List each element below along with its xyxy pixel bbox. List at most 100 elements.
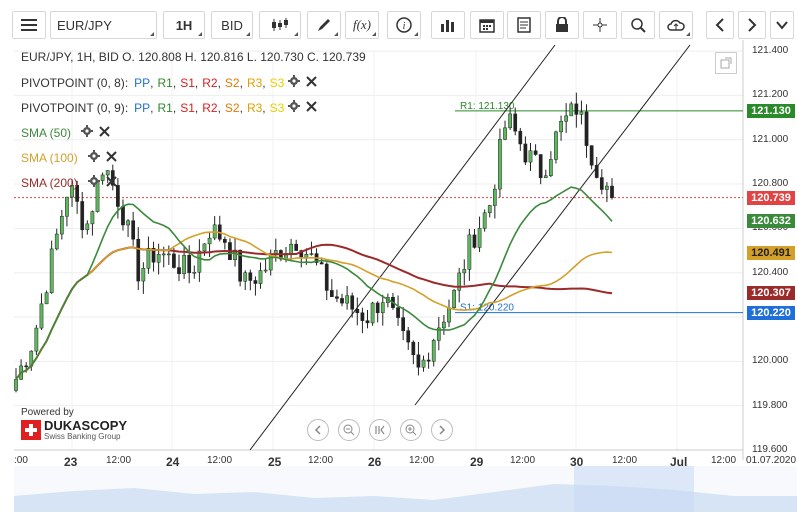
powered-by: Powered by DUKASCOPY Swiss Banking Group bbox=[21, 407, 127, 441]
cloud-upload-icon bbox=[667, 19, 685, 31]
candle-body bbox=[380, 302, 385, 314]
candle-body bbox=[34, 327, 39, 352]
hamburger-icon bbox=[21, 19, 37, 31]
settings-gear-icon bbox=[87, 150, 100, 162]
price-label-s1: 120.220 bbox=[747, 305, 795, 320]
symbol-selector[interactable]: EUR/JPY bbox=[50, 11, 157, 39]
candle-body bbox=[319, 262, 324, 265]
indicators-button[interactable]: f(x) bbox=[345, 11, 379, 39]
toolbar: EUR/JPY 1H BID f(x) i bbox=[0, 0, 797, 50]
sma200-line bbox=[15, 243, 613, 380]
candle-body bbox=[187, 254, 192, 274]
x-tick-label: 12:00 bbox=[106, 455, 132, 466]
nav-zoom-in-button[interactable] bbox=[400, 419, 422, 441]
share-button[interactable] bbox=[659, 11, 693, 39]
candle-body bbox=[599, 177, 604, 190]
indicator-settings-button[interactable] bbox=[77, 125, 94, 140]
nav-right-button[interactable] bbox=[431, 419, 453, 441]
candle-body bbox=[294, 243, 299, 251]
candle-body bbox=[360, 312, 365, 321]
candle-body bbox=[14, 379, 18, 391]
lock-icon bbox=[556, 17, 568, 32]
candle-body bbox=[177, 267, 181, 274]
indicator-name: PIVOTPOINT (0, 8) bbox=[21, 75, 125, 90]
indicator-settings-button[interactable] bbox=[84, 175, 100, 190]
indicator-remove-button[interactable] bbox=[102, 150, 117, 165]
chevron-left-icon bbox=[715, 18, 724, 32]
pivot-param: R3 bbox=[246, 75, 263, 90]
candle-body bbox=[136, 238, 141, 282]
indicator-remove-button[interactable] bbox=[302, 100, 318, 115]
x-tick-label: 24 bbox=[166, 455, 180, 469]
candle-body bbox=[569, 103, 574, 117]
candle-body bbox=[309, 253, 314, 255]
candle-body bbox=[202, 243, 207, 252]
x-tick-label: 12:00 bbox=[207, 455, 233, 466]
nav-left-button[interactable] bbox=[307, 419, 329, 441]
navigator-strip[interactable] bbox=[14, 466, 797, 512]
expand-button[interactable] bbox=[770, 11, 794, 39]
indicator-settings-button[interactable] bbox=[284, 75, 301, 90]
candle-body bbox=[85, 223, 90, 231]
candle-body bbox=[49, 248, 54, 293]
sma100-line bbox=[15, 231, 613, 380]
indicator-remove-button[interactable] bbox=[302, 75, 318, 90]
indicator-legend: SMA (200) bbox=[21, 175, 119, 190]
price-type-selector[interactable]: BID bbox=[211, 11, 253, 39]
candle-body bbox=[192, 271, 197, 274]
x-tick-label: :00 bbox=[14, 455, 28, 466]
timeframe-selector[interactable]: 1H bbox=[163, 11, 205, 39]
nav-reset-button[interactable] bbox=[369, 419, 391, 441]
drawing-tools-button[interactable] bbox=[307, 11, 341, 39]
candle-body bbox=[243, 272, 248, 282]
price-chart[interactable]: R1: 121.130 S1: 120.220 bbox=[0, 40, 797, 518]
indicator-settings-button[interactable] bbox=[84, 150, 100, 165]
scroll-right-button[interactable] bbox=[738, 11, 766, 39]
calendar-button[interactable] bbox=[470, 11, 504, 39]
lock-button[interactable] bbox=[545, 11, 579, 39]
y-tick-label: 120.800 bbox=[752, 178, 789, 190]
close-icon bbox=[99, 125, 110, 137]
menu-button[interactable] bbox=[12, 11, 46, 39]
x-tick-label: Jul bbox=[670, 455, 688, 469]
candle-body bbox=[564, 115, 569, 122]
candle-body bbox=[233, 249, 237, 260]
candle-body bbox=[90, 211, 95, 225]
pivot-param: R3 bbox=[246, 100, 263, 115]
indicator-settings-button[interactable] bbox=[284, 100, 301, 115]
fullscreen-icon bbox=[720, 57, 732, 69]
candle-body bbox=[605, 185, 609, 190]
candle-body bbox=[401, 317, 405, 331]
crosshair-button[interactable] bbox=[583, 11, 617, 39]
reset-icon bbox=[375, 425, 385, 435]
chart-type-button[interactable] bbox=[259, 11, 301, 39]
settings-gear-icon bbox=[81, 125, 94, 137]
indicator-remove-button[interactable] bbox=[95, 125, 110, 140]
candlestick-icon bbox=[272, 18, 288, 31]
candle-body bbox=[340, 298, 344, 304]
close-icon bbox=[306, 100, 318, 112]
info-button[interactable]: i bbox=[387, 11, 421, 39]
candle-body bbox=[492, 188, 497, 206]
candle-body bbox=[263, 269, 268, 272]
nav-zoom-out-button[interactable] bbox=[338, 419, 360, 441]
indicator-remove-button[interactable] bbox=[102, 175, 117, 190]
candle-body bbox=[457, 272, 462, 291]
chevron-right-icon bbox=[748, 18, 757, 32]
candle-body bbox=[528, 150, 533, 163]
crosshair-icon bbox=[593, 18, 607, 32]
zoom-button[interactable] bbox=[621, 11, 655, 39]
news-button[interactable] bbox=[507, 11, 541, 39]
fullscreen-button[interactable] bbox=[715, 52, 737, 74]
candle-body bbox=[513, 113, 518, 132]
candle-body bbox=[482, 212, 487, 229]
candle-body bbox=[477, 228, 482, 248]
price-label-r1: 121.130 bbox=[747, 103, 795, 118]
candle-body bbox=[253, 280, 258, 284]
candle-body bbox=[574, 103, 579, 115]
navigator-area bbox=[14, 466, 797, 512]
candle-body bbox=[518, 130, 523, 145]
function-icon: f(x) bbox=[352, 17, 372, 32]
volume-button[interactable] bbox=[431, 11, 465, 39]
scroll-left-button[interactable] bbox=[706, 11, 734, 39]
